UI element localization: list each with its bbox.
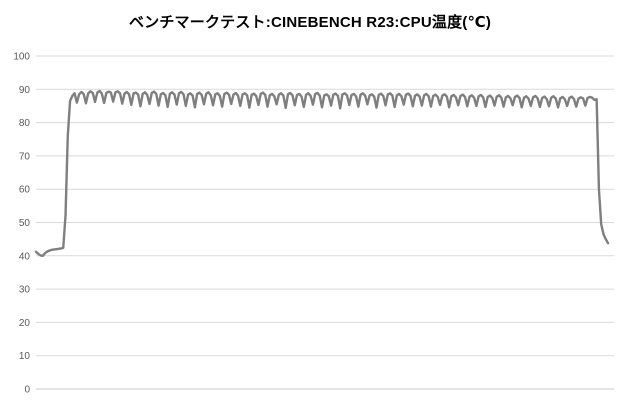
y-tick-label: 60 bbox=[19, 185, 31, 196]
y-tick-label: 30 bbox=[19, 285, 31, 296]
y-tick-label: 0 bbox=[24, 385, 30, 396]
cpu-temperature-line bbox=[34, 89, 610, 258]
y-tick-label: 80 bbox=[19, 118, 31, 129]
chart-title: ベンチマークテスト:CINEBENCH R23:CPU温度(℃) bbox=[128, 14, 492, 31]
y-tick-label: 20 bbox=[19, 318, 31, 329]
y-tick-label: 40 bbox=[19, 251, 31, 262]
y-tick-label: 50 bbox=[19, 218, 31, 229]
y-tick-label: 90 bbox=[19, 85, 31, 96]
y-tick-label: 100 bbox=[13, 52, 30, 63]
y-tick-label: 70 bbox=[19, 151, 31, 162]
y-tick-label: 10 bbox=[19, 351, 31, 362]
